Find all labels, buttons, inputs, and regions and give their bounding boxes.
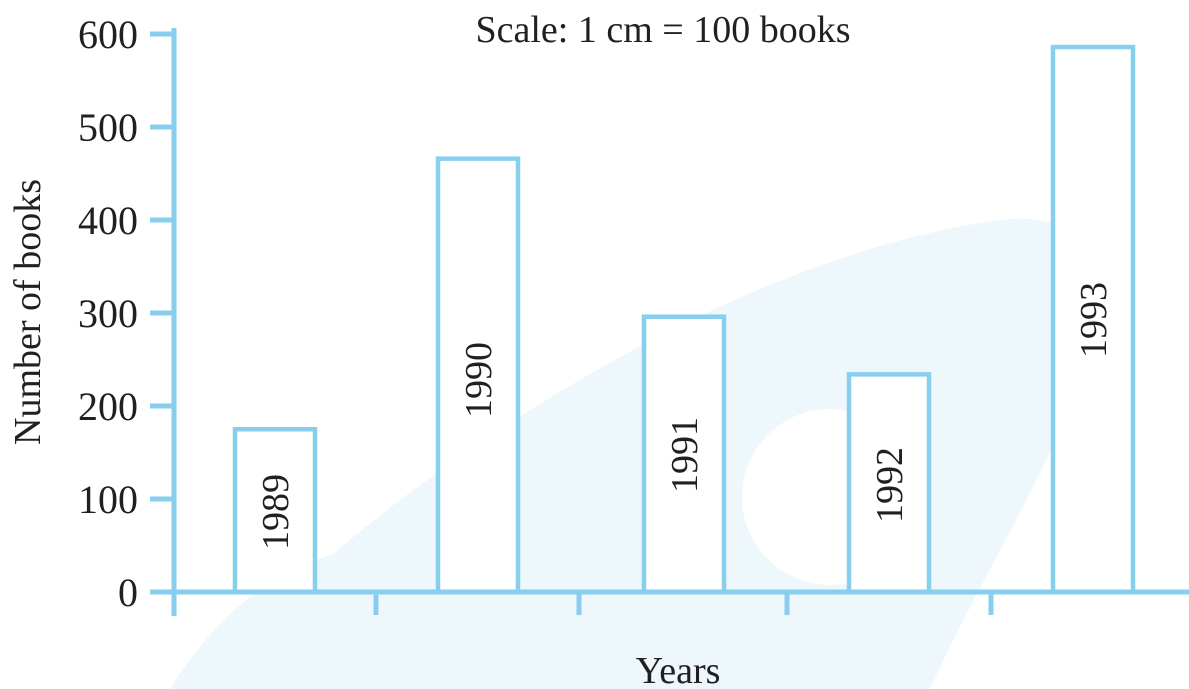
bar-label-1991: 1991 bbox=[664, 417, 706, 493]
y-tick-label-400: 400 bbox=[78, 198, 138, 243]
x-axis-title: Years bbox=[636, 650, 721, 689]
y-tick-label-200: 200 bbox=[78, 384, 138, 429]
bar-1990 bbox=[435, 156, 521, 595]
y-tick-label-600: 600 bbox=[78, 12, 138, 57]
axes-layer: 0 100 200 300 400 500 600 bbox=[78, 12, 1189, 616]
y-tick-label-0: 0 bbox=[118, 570, 138, 615]
y-axis-title: Number of books bbox=[7, 179, 49, 445]
bar-label-1989: 1989 bbox=[255, 474, 297, 550]
y-tick-label-300: 300 bbox=[78, 291, 138, 336]
y-tick-label-500: 500 bbox=[78, 105, 138, 150]
bar-label-1990: 1990 bbox=[458, 342, 500, 418]
y-tick-label-100: 100 bbox=[78, 477, 138, 522]
bar-label-1992: 1992 bbox=[869, 447, 911, 523]
watermark-swoosh-lower bbox=[170, 547, 520, 689]
bar-label-1993: 1993 bbox=[1073, 282, 1115, 358]
scale-annotation: Scale: 1 cm = 100 books bbox=[476, 9, 851, 51]
